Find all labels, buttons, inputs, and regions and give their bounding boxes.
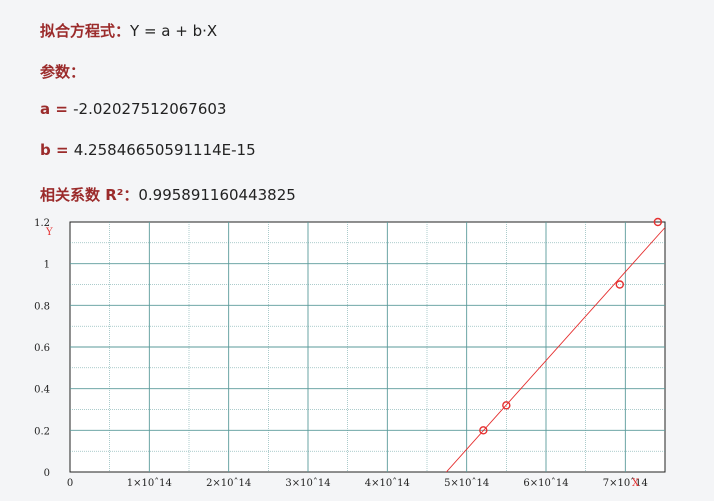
- params-line: 参数：: [40, 61, 85, 82]
- y-tick-label: 0.4: [34, 385, 50, 396]
- x-tick-label: 1×10ˆ14: [127, 478, 172, 489]
- x-tick-label: 5×10ˆ14: [444, 478, 489, 489]
- grid-lines: [70, 222, 665, 472]
- equation-label: 拟合方程式：: [40, 22, 131, 40]
- params-label: 参数：: [40, 63, 86, 81]
- data-points: [479, 217, 663, 435]
- fit-line: [445, 227, 665, 472]
- param-a-label: a =: [40, 100, 74, 118]
- y-tick-label: 1.2: [34, 218, 50, 229]
- param-b-label: b =: [40, 141, 74, 159]
- tick-labels: 0 1×10ˆ14 2×10ˆ14 3×10ˆ14 4×10ˆ14 5×10ˆ14 6×10…: [34, 218, 648, 489]
- data-point: [502, 401, 511, 410]
- y-tick-label: 0.2: [34, 426, 50, 437]
- param-b-value: 4.25846650591114E-15: [73, 141, 256, 159]
- x-tick-label: 0: [67, 478, 73, 489]
- data-point: [615, 280, 624, 289]
- equation-line: 拟合方程式：Y = a + b·X: [40, 20, 217, 41]
- x-tick-label: 6×10ˆ14: [523, 478, 568, 489]
- x-tick-label: 7×10ˆ14: [603, 478, 648, 489]
- chart-container: 0 1×10ˆ14 2×10ˆ14 3×10ˆ14 4×10ˆ14 5×10ˆ14 6×10…: [0, 214, 714, 497]
- data-point: [479, 426, 488, 435]
- y-tick-label: 0: [44, 468, 50, 479]
- scatter-chart: 0 1×10ˆ14 2×10ˆ14 3×10ˆ14 4×10ˆ14 5×10ˆ14 6×10…: [34, 217, 666, 489]
- y-tick-label: 1: [44, 260, 50, 271]
- param-a-line: a = -2.02027512067603: [40, 100, 226, 118]
- x-axis-label: X: [632, 478, 640, 489]
- y-tick-label: 0.6: [34, 343, 50, 354]
- data-point: [653, 217, 663, 227]
- x-tick-label: 4×10ˆ14: [365, 478, 410, 489]
- r-squared-label: 相关系数 R²：: [40, 186, 139, 204]
- fit-line-layer: [445, 227, 665, 472]
- equation-text: Y = a + b·X: [130, 22, 218, 40]
- r-squared-value: 0.995891160443825: [138, 186, 296, 204]
- y-axis-label: Y: [45, 227, 53, 238]
- x-tick-label: 2×10ˆ14: [206, 478, 251, 489]
- x-tick-label: 3×10ˆ14: [285, 478, 330, 489]
- param-b-line: b = 4.25846650591114E-15: [40, 141, 256, 159]
- y-tick-label: 0.8: [34, 301, 50, 312]
- r-squared-line: 相关系数 R²：0.995891160443825: [40, 184, 296, 205]
- param-a-value: -2.02027512067603: [73, 100, 227, 118]
